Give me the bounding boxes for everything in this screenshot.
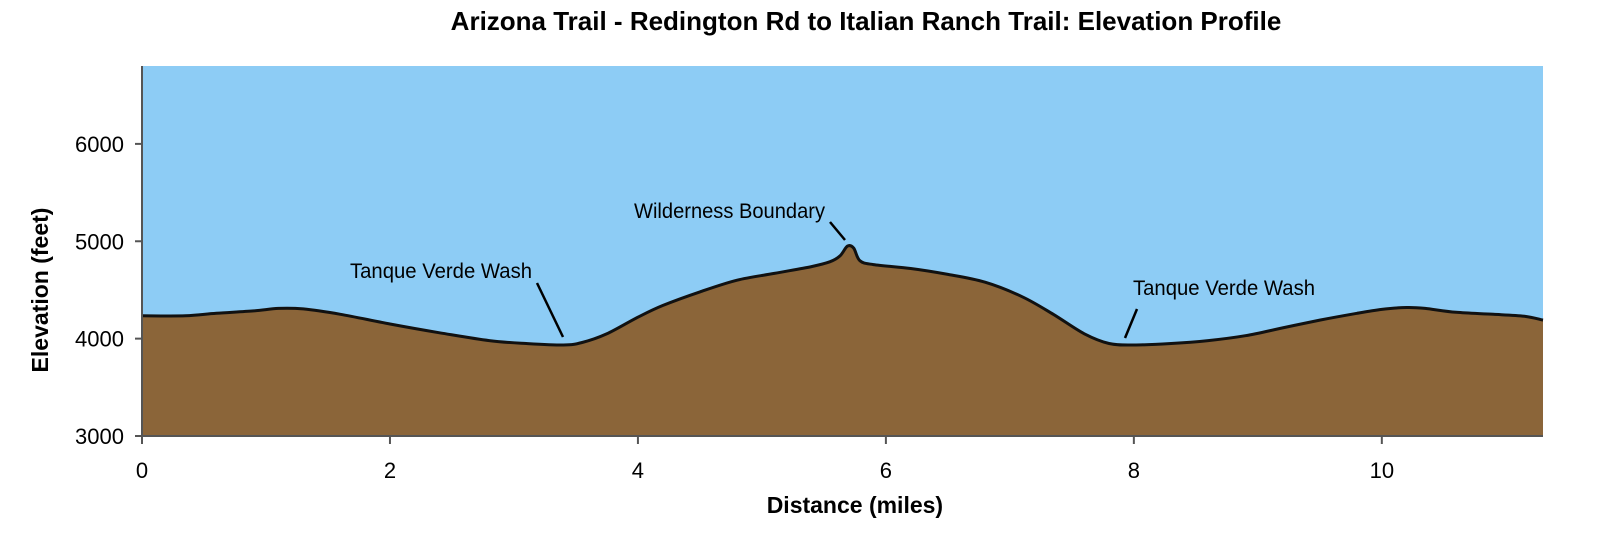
annotation-leader-line — [829, 221, 846, 241]
y-tick-label: 4000 — [75, 327, 124, 352]
annotation-layer: Tanque Verde Wash Wilderness Boundary Tanq… — [350, 200, 1315, 339]
annotation-label: Wilderness Boundary — [634, 200, 825, 223]
x-tick-label: 2 — [384, 458, 396, 483]
y-tick-label: 3000 — [75, 424, 124, 449]
x-axis-ticks: 0 2 4 6 8 10 — [136, 436, 1394, 483]
x-axis-title: Distance (miles) — [767, 492, 943, 518]
annotation-leader-line — [535, 282, 565, 338]
x-tick-label: 4 — [632, 458, 644, 483]
x-tick-label: 8 — [1128, 458, 1140, 483]
y-tick-label: 5000 — [75, 229, 124, 254]
annotation-leader-line — [1123, 308, 1139, 339]
x-tick-label: 10 — [1370, 458, 1394, 483]
chart-title: Arizona Trail - Redington Rd to Italian … — [451, 6, 1282, 36]
annotation-label: Tanque Verde Wash — [350, 260, 532, 283]
y-axis-ticks: 3000 4000 5000 6000 — [75, 132, 142, 449]
x-tick-label: 6 — [880, 458, 892, 483]
plot-area — [141, 66, 1544, 436]
x-tick-label: 0 — [136, 458, 148, 483]
terrain-area — [142, 245, 1543, 436]
y-tick-label: 6000 — [75, 132, 124, 157]
y-axis-title: Elevation (feet) — [27, 208, 53, 373]
terrain-outline-line — [141, 244, 1544, 347]
annotation-label: Tanque Verde Wash — [1133, 277, 1315, 300]
